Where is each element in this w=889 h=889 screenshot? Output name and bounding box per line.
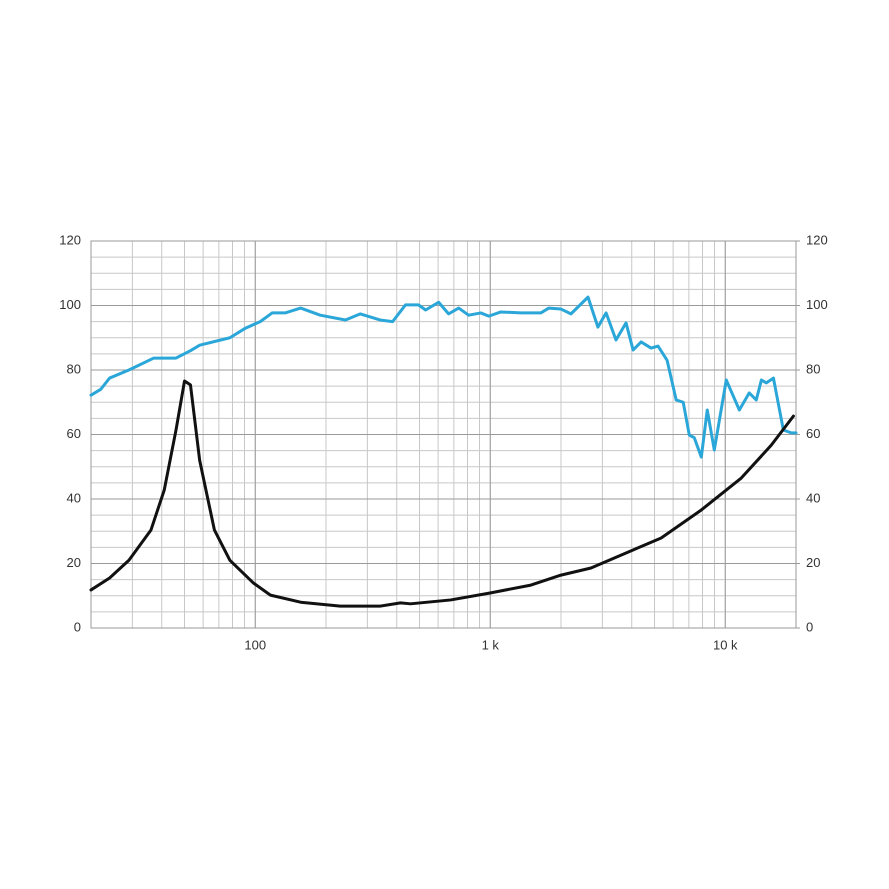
series-line <box>89 379 795 608</box>
y2-tick-label: 120 <box>806 232 828 247</box>
y-tick-label: 0 <box>74 619 81 634</box>
y-tick-label: 100 <box>59 297 81 312</box>
x-tick-label: 10 k <box>713 637 738 652</box>
series-line <box>89 295 798 459</box>
y-tick-label: 40 <box>67 490 81 505</box>
y2-tick-label: 60 <box>806 426 820 441</box>
y2-tick-label: 100 <box>806 297 828 312</box>
y2-tick-label: 0 <box>806 619 813 634</box>
y-tick-label: 20 <box>67 555 81 570</box>
x-tick-label: 1 k <box>482 637 500 652</box>
y-tick-label: 60 <box>67 426 81 441</box>
y-tick-label: 120 <box>59 232 81 247</box>
plot-frame <box>90 240 797 629</box>
x-tick-label: 100 <box>244 637 266 652</box>
y-tick-label: 80 <box>67 361 81 376</box>
y2-tick-label: 20 <box>806 555 820 570</box>
y2-tick-label: 40 <box>806 490 820 505</box>
y2-tick-label: 80 <box>806 361 820 376</box>
